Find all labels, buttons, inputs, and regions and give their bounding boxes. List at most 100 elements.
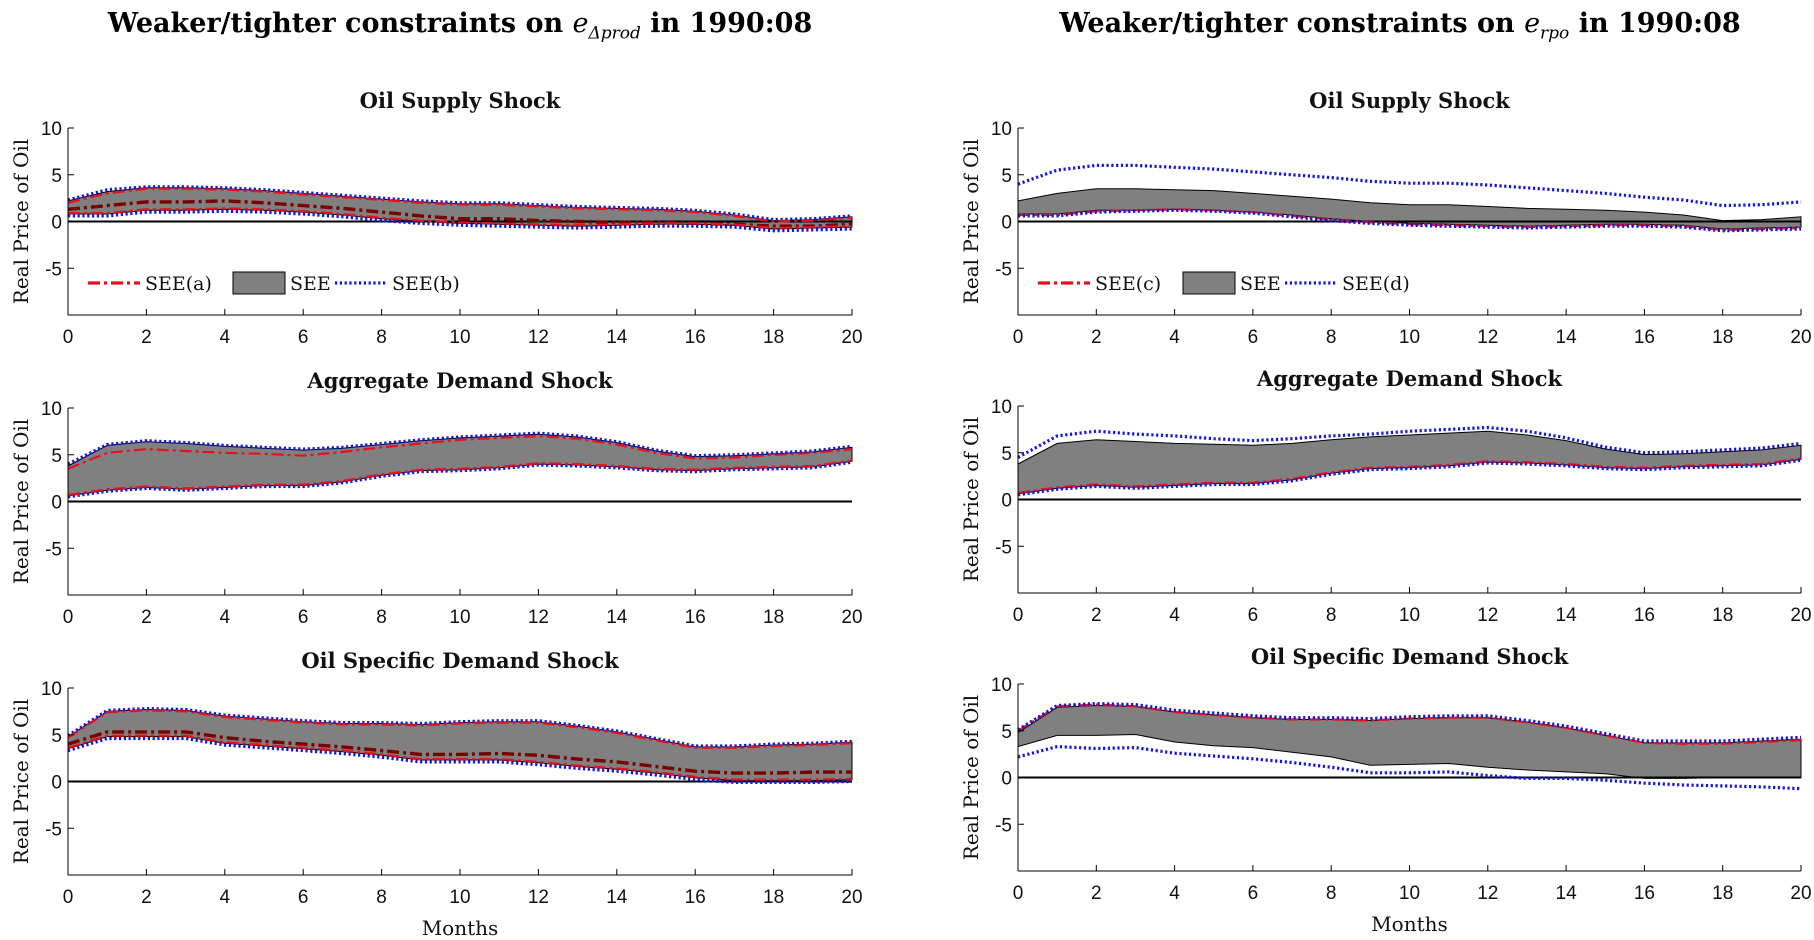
x-tick-label: 6 [298, 607, 309, 628]
x-tick-label: 14 [1556, 883, 1578, 904]
legend-swatch-band [1182, 271, 1236, 295]
see-band [67, 433, 853, 497]
x-tick-label: 6 [1248, 327, 1259, 348]
x-tick-label: 14 [606, 887, 628, 908]
x-tick-label: 10 [1399, 327, 1420, 348]
x-tick-label: 8 [1326, 883, 1337, 904]
series-line-seed [1017, 701, 1802, 743]
x-tick-label: 14 [606, 607, 628, 628]
series-line-seea [67, 187, 853, 223]
series-line-seeb [67, 460, 853, 499]
right-column-title: Weaker/tighter constraints on erpo in 19… [960, 4, 1814, 44]
y-tick-label: 5 [1001, 166, 1012, 187]
series-line-seeb [67, 706, 853, 748]
see-band [1017, 188, 1802, 230]
series-line-seed [1017, 458, 1802, 497]
panel-title: Oil Supply Shock [1309, 88, 1510, 113]
series-line-seea [67, 730, 852, 775]
y-tick-label: 10 [991, 119, 1012, 140]
series-line-seea [67, 434, 853, 470]
right-title-subscript: rpo [1540, 23, 1570, 44]
chart-panel-5: 0 2 4 6 8 10 12 14 16 18 20 -5 0 5 10 Aggregate Demand … [959, 366, 1812, 626]
x-tick-label: 16 [1634, 605, 1655, 626]
y-tick-label: 5 [51, 726, 62, 747]
x-tick-label: 8 [1326, 327, 1337, 348]
y-tick-label: 5 [51, 166, 62, 187]
y-tick-label: 10 [991, 675, 1012, 696]
y-axis-label: Real Price of Oil [959, 695, 983, 860]
x-tick-label: 10 [1399, 605, 1420, 626]
right-title-prefix: Weaker/tighter constraints on [1059, 8, 1525, 39]
panel-title: Oil Specific Demand Shock [301, 648, 619, 673]
x-tick-label: 6 [1248, 883, 1259, 904]
x-tick-label: 14 [1556, 327, 1578, 348]
x-tick-label: 4 [1169, 883, 1180, 904]
legend-label: SEE [290, 273, 331, 295]
y-tick-label: 5 [1001, 722, 1012, 743]
legend-label: SEE(b) [392, 273, 460, 295]
x-tick-label: 10 [449, 887, 470, 908]
y-tick-label: -5 [995, 537, 1012, 558]
x-axis-label: Months [1371, 912, 1448, 936]
x-tick-label: 18 [1712, 327, 1733, 348]
x-tick-label: 12 [528, 607, 549, 628]
series-line-seeb [67, 431, 853, 466]
y-tick-label: 5 [51, 446, 62, 467]
x-tick-label: 8 [376, 887, 387, 908]
x-tick-label: 18 [1712, 605, 1733, 626]
x-tick-label: 4 [220, 327, 231, 348]
left-title-symbol: e [572, 8, 589, 39]
chart-panel-4: 0 2 4 6 8 10 12 14 16 18 20 -5 0 5 10 Oil Supply Shock R… [959, 88, 1812, 348]
series-line-seeb [67, 185, 853, 222]
panel-title: Aggregate Demand Shock [1256, 366, 1563, 391]
right-title-symbol: e [1524, 8, 1541, 39]
series-line-seea [68, 207, 853, 230]
legend-label: SEE(d) [1342, 273, 1410, 295]
chart-panel-2: 0 2 4 6 8 10 12 14 16 18 20 -5 0 5 10 Aggregate Demand … [9, 368, 863, 628]
legend-label: SEE [1240, 273, 1281, 295]
series-line-seec [1017, 703, 1802, 745]
left-column-title: Weaker/tighter constraints on eΔprod in … [20, 4, 900, 44]
series-line-seea [67, 709, 853, 749]
left-title-prefix: Weaker/tighter constraints on [107, 8, 573, 39]
x-tick-label: 4 [220, 887, 231, 908]
x-tick-label: 12 [1477, 327, 1498, 348]
x-tick-label: 18 [763, 607, 784, 628]
y-tick-label: -5 [995, 259, 1012, 280]
y-tick-label: 0 [51, 493, 62, 514]
x-tick-label: 4 [1169, 327, 1180, 348]
chart-panel-6: 0 2 4 6 8 10 12 14 16 18 20 -5 0 5 10 Oil Specific Dema… [959, 644, 1812, 936]
series-line-seeb [68, 209, 853, 233]
legend-label: SEE(a) [145, 273, 212, 295]
x-tick-label: 18 [763, 887, 784, 908]
panel-title: Oil Specific Demand Shock [1251, 644, 1569, 669]
x-tick-label: 4 [1169, 605, 1180, 626]
x-tick-label: 6 [298, 887, 309, 908]
x-tick-label: 14 [606, 327, 628, 348]
x-tick-label: 2 [1091, 605, 1102, 626]
series-line-seec [1017, 457, 1802, 495]
y-axis-label: Real Price of Oil [9, 699, 33, 864]
x-tick-label: 16 [1634, 327, 1655, 348]
chart-panel-1: 0 2 4 6 8 10 12 14 16 18 20 -5 0 5 10 Oil Supply Shock R… [9, 88, 863, 348]
x-tick-label: 20 [1790, 605, 1811, 626]
x-tick-label: 10 [1399, 883, 1420, 904]
x-tick-label: 8 [376, 607, 387, 628]
y-axis-label: Real Price of Oil [959, 139, 983, 304]
x-tick-label: 14 [1556, 605, 1578, 626]
y-tick-label: -5 [45, 539, 62, 560]
series-line-seed [1018, 208, 1802, 233]
x-tick-label: 16 [1634, 883, 1655, 904]
x-tick-label: 6 [1248, 605, 1259, 626]
x-tick-label: 10 [449, 327, 470, 348]
x-tick-label: 12 [1477, 605, 1498, 626]
x-tick-label: 16 [685, 607, 706, 628]
y-tick-label: 5 [1001, 444, 1012, 465]
x-tick-label: 0 [63, 607, 74, 628]
x-tick-label: 8 [376, 327, 387, 348]
x-tick-label: 0 [1013, 605, 1024, 626]
y-tick-label: 10 [41, 119, 62, 140]
x-tick-label: 20 [841, 327, 862, 348]
